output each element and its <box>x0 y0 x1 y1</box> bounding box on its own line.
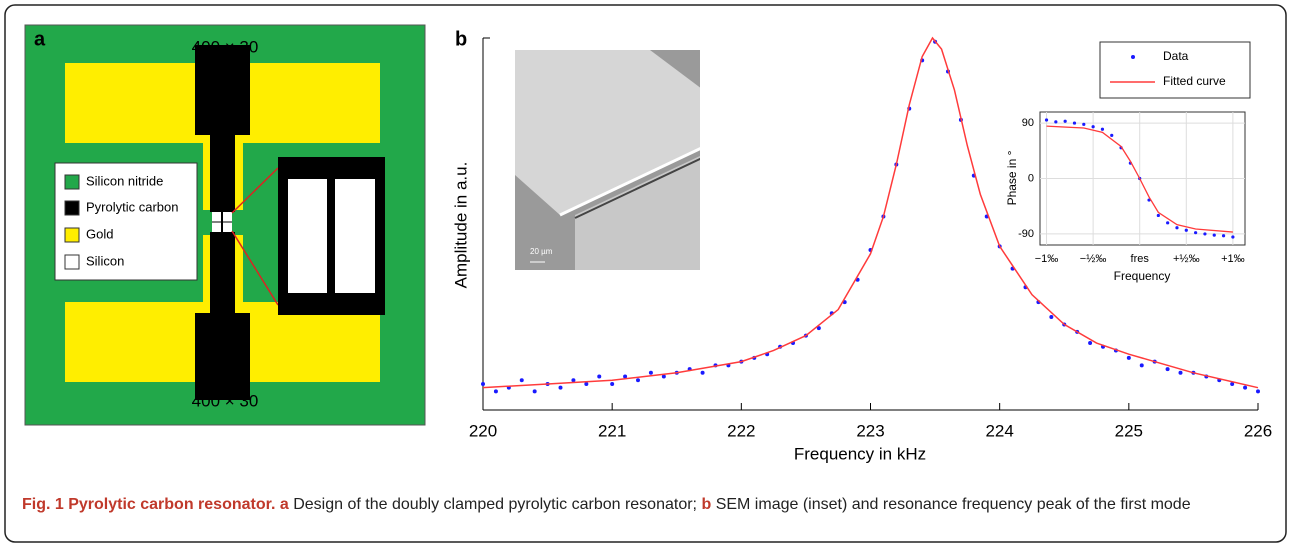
legend-marker <box>1131 55 1135 59</box>
data-point <box>571 378 576 383</box>
x-tick-label: 220 <box>469 421 497 440</box>
legend-label: Pyrolytic carbon <box>86 199 178 214</box>
data-point <box>1091 125 1095 129</box>
caption-text: SEM image (inset) and resonance frequenc… <box>715 496 1191 513</box>
legend-label: Data <box>1163 49 1189 63</box>
data-point <box>1231 235 1235 239</box>
x-tick-label: 224 <box>985 421 1013 440</box>
data-point <box>1139 363 1144 368</box>
data-point <box>1156 213 1160 218</box>
panel-a <box>24 24 426 426</box>
caption-title: Fig. 1 Pyrolytic carbon resonator. <box>22 496 276 513</box>
x-tick-label: 223 <box>856 421 884 440</box>
data-point <box>532 389 537 394</box>
y-tick-label: 90 <box>1022 117 1034 129</box>
legend-label: Silicon <box>86 253 124 268</box>
data-point <box>481 381 485 386</box>
x-tick-label: +½‰ <box>1173 253 1200 265</box>
fit-line <box>1046 125 1233 233</box>
data-point <box>1049 315 1054 319</box>
data-point <box>700 370 705 375</box>
x-tick-label: +1‰ <box>1221 253 1245 265</box>
data-point <box>1063 119 1067 123</box>
legend-label: Fitted curve <box>1163 74 1226 88</box>
data-point <box>1175 226 1179 230</box>
x-tick-label: −½‰ <box>1080 253 1107 265</box>
data-point <box>1082 122 1086 126</box>
y-axis-label: Amplitude in a.u. <box>451 162 470 289</box>
data-point <box>1194 231 1198 235</box>
legend-box <box>1099 41 1251 99</box>
dimension-label: 400 × 30 <box>192 391 259 410</box>
data-point <box>1212 233 1216 237</box>
caption-letter: a <box>279 496 289 513</box>
data-point <box>1166 221 1170 225</box>
dimension-label: 400 × 30 <box>192 37 259 56</box>
y-axis-label: Phase in ° <box>1005 150 1019 205</box>
data-point <box>648 370 653 375</box>
data-point <box>1044 118 1049 122</box>
legend-label: Silicon nitride <box>86 173 163 188</box>
panel-letter: b <box>455 28 467 50</box>
x-tick-label: 221 <box>598 421 626 440</box>
y-tick-label: -90 <box>1018 228 1034 240</box>
data-point <box>623 374 628 379</box>
data-point <box>493 389 498 394</box>
x-tick-label: −1‰ <box>1035 253 1059 265</box>
y-tick-label: 0 <box>1028 172 1034 184</box>
data-point <box>1165 367 1170 372</box>
data-point <box>610 381 615 386</box>
data-point <box>558 385 563 390</box>
data-point <box>661 374 666 379</box>
caption: Fig. 1 Pyrolytic carbon resonator. a Des… <box>22 494 1270 516</box>
x-tick-label: 226 <box>1244 421 1272 440</box>
data-point <box>597 374 602 379</box>
data-point <box>1243 385 1248 390</box>
caption-text: Design of the doubly clamped pyrolytic c… <box>293 496 697 513</box>
data-point <box>1072 121 1077 125</box>
x-tick-label: 225 <box>1115 421 1143 440</box>
x-tick-label: 222 <box>727 421 755 440</box>
data-point <box>1100 127 1105 131</box>
scale-bar-label: 20 µm <box>530 247 553 256</box>
data-point <box>1203 232 1207 236</box>
data-point <box>1221 234 1226 238</box>
data-point <box>1110 133 1114 137</box>
caption-letter: b <box>701 496 712 513</box>
x-axis-label: Frequency <box>1114 269 1171 283</box>
data-point <box>1256 389 1260 394</box>
data-point <box>1088 341 1093 346</box>
frame <box>4 4 1287 543</box>
x-tick-label: fres <box>1131 253 1150 265</box>
data-point <box>1184 228 1188 232</box>
data-point <box>1230 381 1235 386</box>
data-point <box>584 381 589 386</box>
data-point <box>1054 120 1058 124</box>
fit-line <box>482 36 1259 389</box>
data-point <box>1178 370 1183 375</box>
data-point <box>1126 355 1131 360</box>
data-point <box>519 378 524 383</box>
legend-label: Gold <box>86 226 113 241</box>
sem-image <box>515 50 810 275</box>
data-point <box>636 378 640 383</box>
x-axis-label: Frequency in kHz <box>794 444 926 463</box>
data-point <box>816 326 821 331</box>
panel-letter: a <box>34 28 46 50</box>
